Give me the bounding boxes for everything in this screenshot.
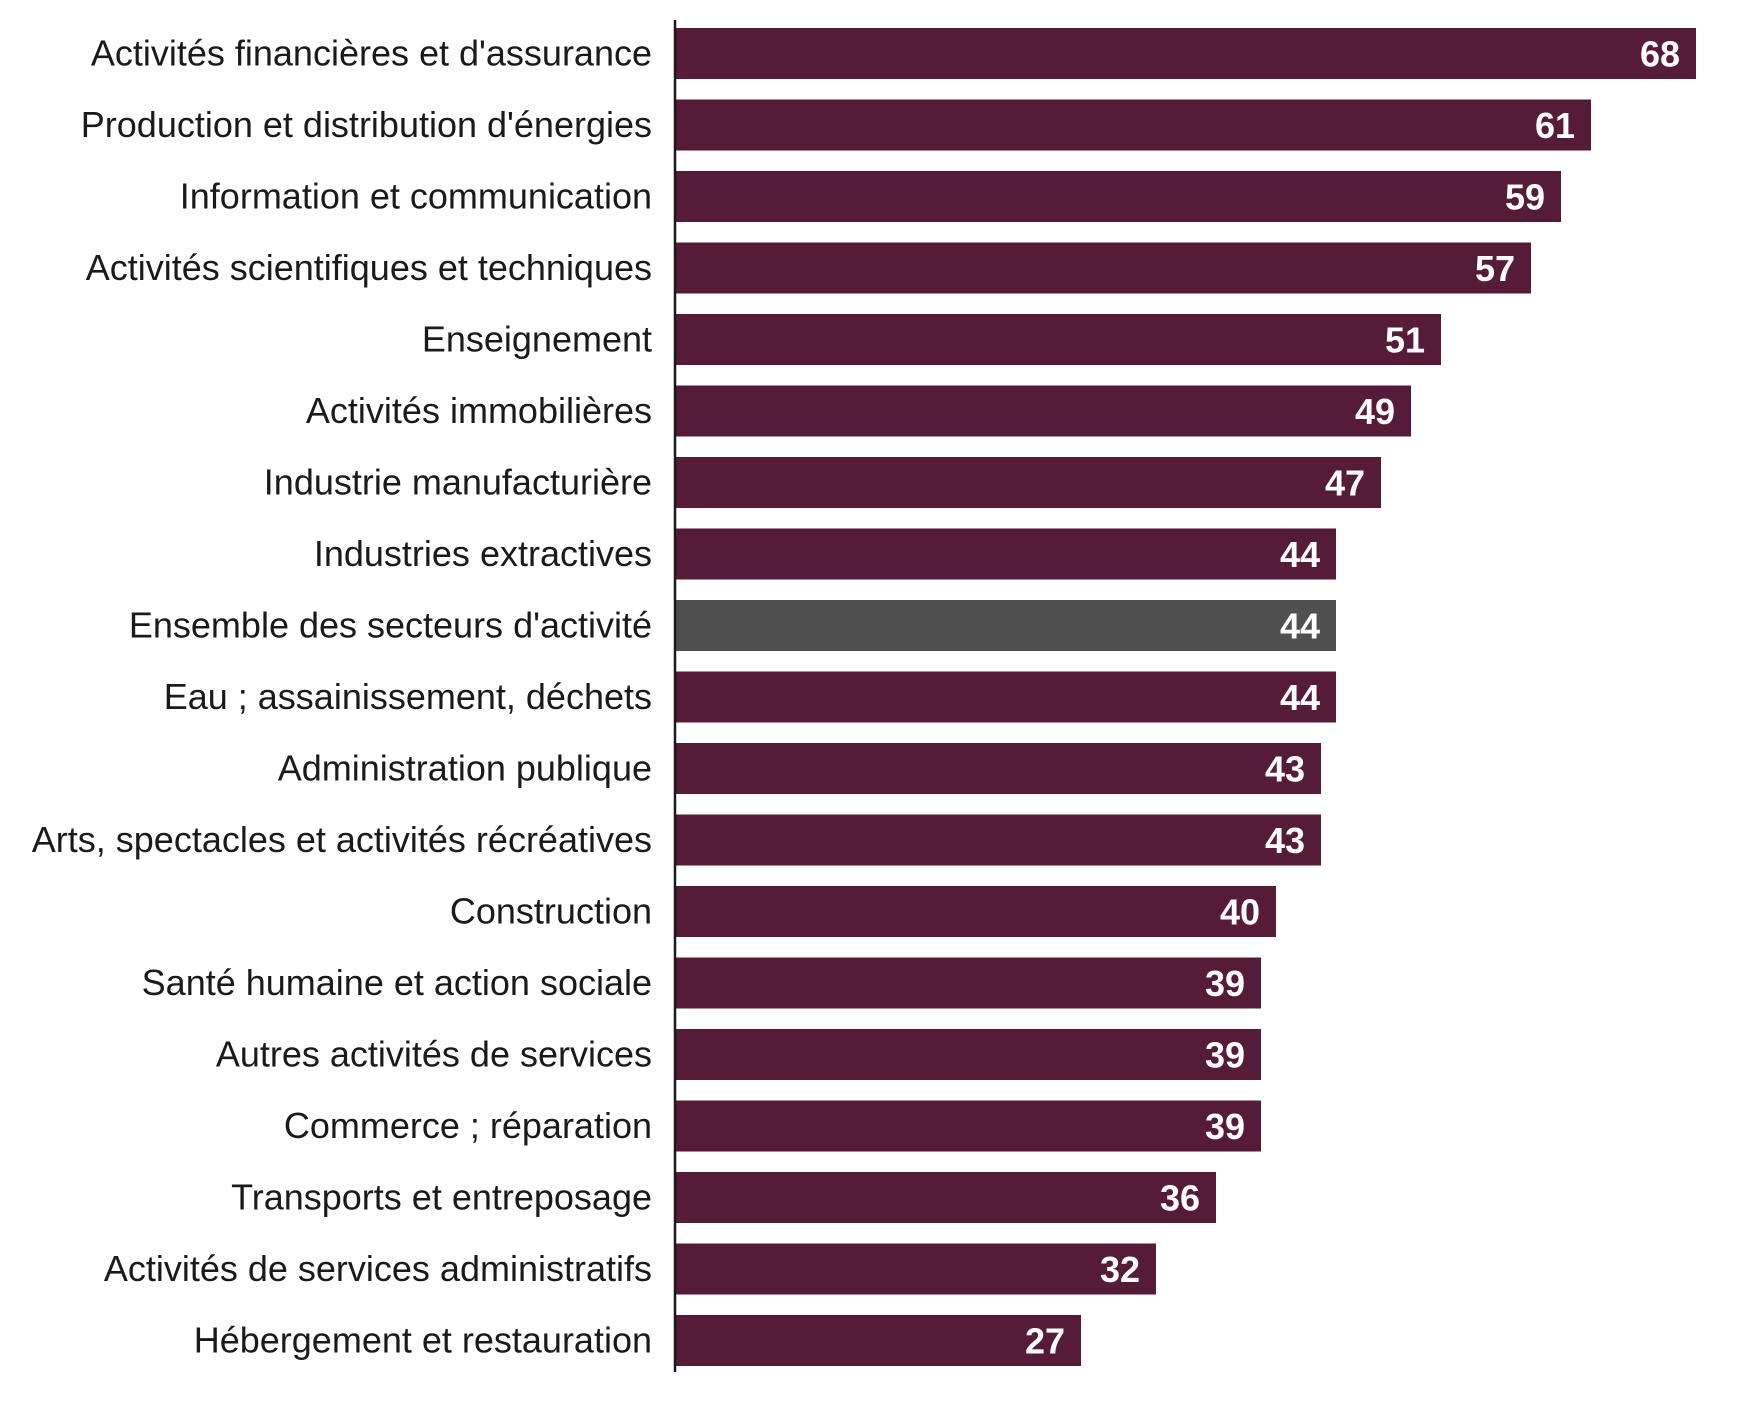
bar [676, 1029, 1261, 1080]
category-label: Enseignement [422, 319, 652, 360]
category-label: Industries extractives [314, 533, 652, 574]
category-label: Administration publique [278, 748, 652, 789]
category-label: Activités immobilières [306, 390, 652, 431]
category-label: Activités de services administratifs [104, 1248, 652, 1289]
value-label: 68 [1640, 34, 1680, 75]
bar [676, 743, 1321, 794]
value-label: 39 [1205, 963, 1245, 1004]
bar [676, 671, 1336, 723]
category-label: Santé humaine et action sociale [142, 962, 652, 1003]
bar [676, 1243, 1156, 1295]
value-label: 51 [1385, 320, 1425, 361]
bar-highlight [676, 600, 1336, 651]
category-label: Eau ; assainissement, déchets [164, 676, 652, 717]
category-label: Arts, spectacles et activités récréative… [32, 819, 652, 860]
bar [676, 886, 1276, 937]
category-label: Commerce ; réparation [284, 1105, 652, 1146]
value-label: 32 [1100, 1249, 1140, 1290]
value-label: 40 [1220, 892, 1260, 933]
value-label: 59 [1505, 177, 1545, 218]
value-label: 39 [1205, 1106, 1245, 1147]
category-label: Ensemble des secteurs d'activité [129, 605, 652, 646]
value-label: 44 [1280, 677, 1320, 718]
bar [676, 314, 1441, 365]
value-label: 44 [1280, 606, 1320, 647]
bar [676, 242, 1531, 294]
bars-group [676, 28, 1696, 1366]
value-label: 43 [1265, 749, 1305, 790]
value-label: 27 [1025, 1321, 1065, 1362]
category-label: Construction [450, 891, 652, 932]
category-label: Autres activités de services [216, 1034, 652, 1075]
bar [676, 457, 1381, 508]
category-label: Industrie manufacturière [264, 462, 652, 503]
bar [676, 1315, 1081, 1366]
bar [676, 1172, 1216, 1223]
value-label: 36 [1160, 1178, 1200, 1219]
category-label: Information et communication [180, 176, 652, 217]
bar [676, 814, 1321, 866]
category-labels-group: Activités financières et d'assurance Prod… [32, 33, 652, 1361]
category-label: Activités financières et d'assurance [91, 33, 652, 74]
value-label: 57 [1475, 248, 1515, 289]
bar [676, 385, 1411, 437]
category-label: Hébergement et restauration [194, 1320, 652, 1361]
category-label: Activités scientifiques et techniques [86, 247, 652, 288]
bar [676, 99, 1591, 151]
category-label: Production et distribution d'énergies [81, 104, 652, 145]
value-label: 43 [1265, 820, 1305, 861]
bar [676, 28, 1696, 79]
value-label: 49 [1355, 391, 1395, 432]
category-label: Transports et entreposage [231, 1177, 652, 1218]
value-label: 44 [1280, 534, 1320, 575]
value-label: 61 [1535, 105, 1575, 146]
value-label: 39 [1205, 1035, 1245, 1076]
bar [676, 528, 1336, 580]
bar [676, 171, 1561, 222]
bar [676, 957, 1261, 1009]
bar [676, 1100, 1261, 1152]
value-label: 47 [1325, 463, 1365, 504]
